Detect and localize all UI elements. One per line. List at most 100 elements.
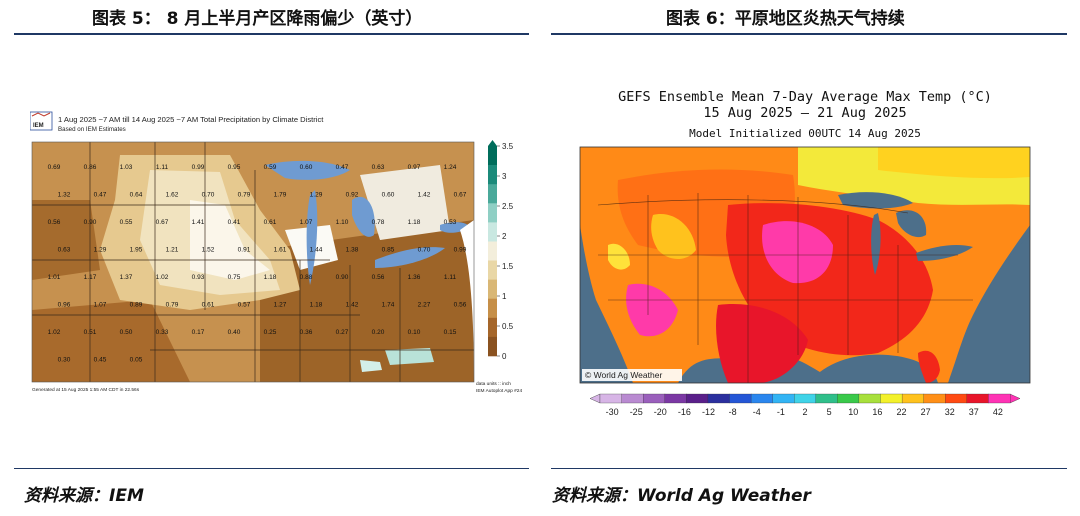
precip-map-title: 1 Aug 2025 ~7 AM till 14 Aug 2025 ~7 AM …	[58, 115, 324, 124]
district-value: 0.25	[264, 329, 277, 336]
precip-map-body: 0.69 0.86 1.03 1.11 0.99 0.95 0.59 0.60 0.47 0.63…	[31, 141, 475, 383]
district-value: 1.24	[444, 164, 457, 171]
district-value: 0.05	[130, 356, 143, 363]
district-value: 0.17	[192, 329, 205, 336]
left-source: 资料来源：IEM	[24, 486, 144, 506]
district-value: 0.60	[300, 164, 313, 171]
temp-colorbar-label: -8	[729, 407, 737, 417]
district-value: 0.63	[372, 164, 385, 171]
district-value: 0.61	[264, 219, 277, 226]
right-top-rule	[551, 33, 1067, 35]
precipitation-map-svg: IEM 1 Aug 2025 ~7 AM till 14 Aug 2025 ~7…	[29, 111, 522, 394]
district-value: 0.64	[130, 191, 143, 198]
temp-colorbar-label: 16	[872, 407, 882, 417]
precip-colorbar-tick: 0	[502, 352, 507, 361]
district-value: 1.37	[120, 274, 133, 281]
temperature-map-svg: GEFS Ensemble Mean 7-Day Average Max Tem…	[579, 89, 1031, 417]
district-value: 0.45	[94, 356, 107, 363]
figure-6-title: 图表 6：平原地区炎热天气持续	[666, 9, 905, 29]
district-value: 0.69	[48, 164, 61, 171]
district-value: 0.27	[336, 329, 349, 336]
district-value: 0.93	[192, 274, 205, 281]
temp-colorbar-label: -25	[630, 407, 643, 417]
precip-colorbar-tick: 1.5	[502, 262, 514, 271]
gefs-title-line3: Model Initialized 00UTC 14 Aug 2025	[689, 127, 921, 140]
district-value: 0.61	[202, 301, 215, 308]
district-value: 0.88	[300, 274, 313, 281]
district-value: 1.29	[94, 246, 107, 253]
district-value: 0.50	[120, 329, 133, 336]
district-value: 1.41	[192, 219, 205, 226]
temp-colorbar-label: 42	[993, 407, 1003, 417]
temp-colorbar-swatch	[966, 393, 989, 404]
temp-colorbar-label: 27	[921, 407, 931, 417]
district-value: 1.32	[58, 191, 71, 198]
precip-colorbar-tick: 2	[502, 232, 507, 241]
district-value: 0.20	[372, 329, 385, 336]
district-value: 0.95	[228, 164, 241, 171]
district-value: 0.79	[238, 191, 251, 198]
district-value: 0.56	[454, 301, 467, 308]
temp-colorbar-swatch	[772, 393, 795, 404]
temp-colorbar-swatch	[643, 393, 666, 404]
district-value: 1.79	[274, 191, 287, 198]
district-value: 0.33	[156, 329, 169, 336]
temp-colorbar-swatch	[750, 393, 774, 404]
district-value: 0.51	[84, 329, 97, 336]
temp-colorbar-label: -30	[606, 407, 619, 417]
district-value: 0.36	[300, 329, 313, 336]
district-value: 1.42	[346, 301, 359, 308]
precip-colorbar-swatch	[488, 184, 497, 204]
temp-colorbar-swatch	[858, 393, 881, 404]
district-value: 1.11	[156, 164, 169, 171]
precip-colorbar-swatch	[488, 279, 497, 299]
district-value: 0.40	[228, 329, 241, 336]
precip-map-subtitle: Based on IEM Estimates	[58, 126, 126, 133]
district-value: 0.67	[156, 219, 169, 226]
district-value: 1.11	[444, 274, 457, 281]
district-value: 0.10	[408, 329, 421, 336]
district-value: 0.63	[58, 246, 71, 253]
app-note: IEM Autoplot App #24	[476, 388, 522, 394]
district-value: 0.41	[228, 219, 241, 226]
district-value: 0.78	[372, 219, 385, 226]
district-value: 1.29	[310, 191, 323, 198]
precip-colorbar-swatch	[488, 203, 497, 223]
district-value: 1.44	[310, 246, 323, 253]
temp-colorbar-label: -4	[753, 407, 761, 417]
logo-text: IEM	[33, 123, 44, 129]
precip-colorbar-tick: 2.5	[502, 202, 514, 211]
district-value: 1.62	[166, 191, 179, 198]
district-value: 1.03	[120, 164, 133, 171]
precip-colorbar-swatch	[488, 336, 497, 357]
temp-colorbar-swatch	[707, 393, 730, 404]
district-value: 0.96	[58, 301, 71, 308]
precip-colorbar-tick: 1	[502, 292, 507, 301]
temp-colorbar-label: 5	[827, 407, 832, 417]
district-value: 1.61	[274, 246, 287, 253]
precip-colorbar-tick: 0.5	[502, 322, 514, 331]
left-top-rule	[14, 33, 529, 35]
temp-colorbar-label: -16	[678, 407, 691, 417]
district-value: 0.57	[238, 301, 251, 308]
district-value: 1.21	[166, 246, 179, 253]
district-value: 1.18	[310, 301, 323, 308]
temp-colorbar-swatch	[794, 393, 817, 404]
district-value: 0.55	[120, 219, 133, 226]
district-value: 0.15	[444, 329, 457, 336]
temp-colorbar-label: 10	[848, 407, 858, 417]
precip-colorbar-swatch	[488, 222, 497, 242]
temperature-map-panel: GEFS Ensemble Mean 7-Day Average Max Tem…	[578, 85, 1033, 420]
precip-colorbar-swatch	[488, 146, 497, 166]
temp-colorbar-swatch	[988, 393, 1011, 404]
precip-colorbar-swatch	[488, 260, 497, 280]
district-value: 0.59	[264, 164, 277, 171]
iem-logo: IEM	[29, 111, 53, 131]
district-value: 0.86	[84, 164, 97, 171]
temp-colorbar-swatch	[945, 393, 968, 404]
precip-colorbar-swatch	[488, 241, 497, 261]
district-value: 1.38	[346, 246, 359, 253]
temp-colorbar-label: 22	[896, 407, 906, 417]
temp-colorbar-label: 2	[802, 407, 807, 417]
district-value: 1.18	[264, 274, 277, 281]
